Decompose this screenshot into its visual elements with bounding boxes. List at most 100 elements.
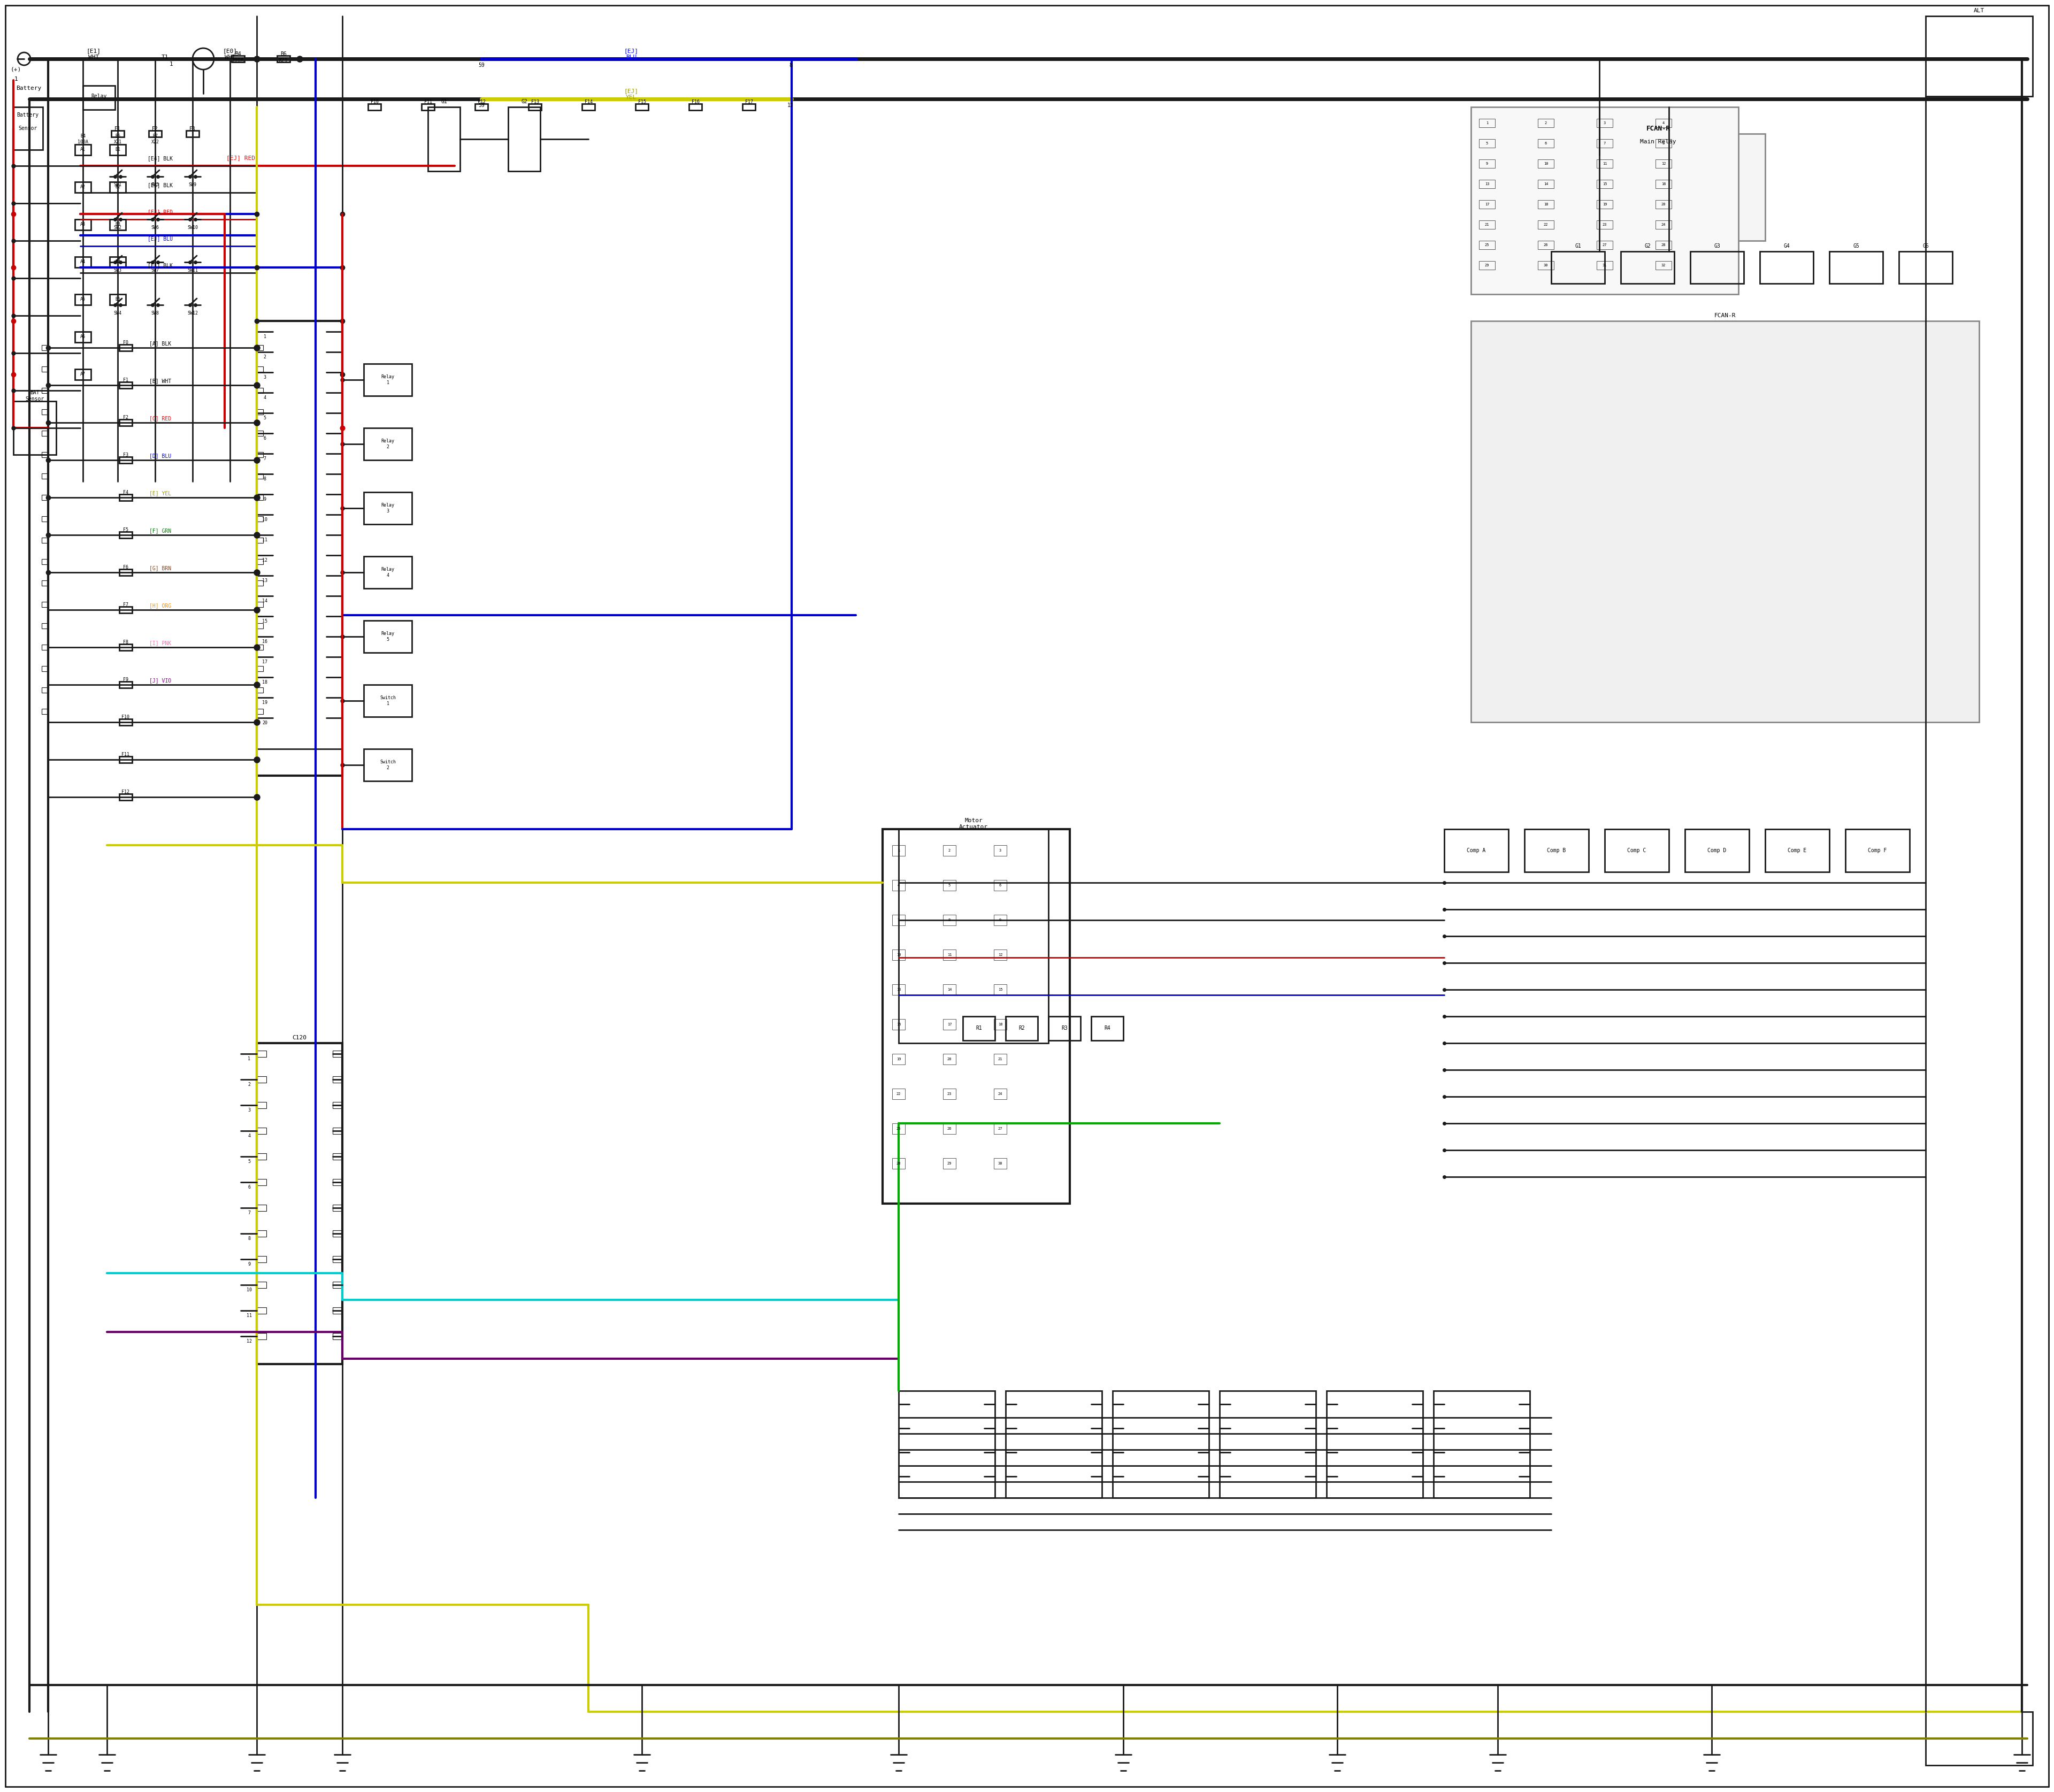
- Text: 17: 17: [263, 659, 267, 665]
- Text: 8: 8: [263, 477, 267, 482]
- Text: G5: G5: [1853, 244, 1859, 249]
- Bar: [74, 181, 90, 192]
- Bar: [507, 108, 540, 172]
- Bar: [41, 581, 47, 586]
- Text: R3: R3: [1062, 1025, 1068, 1030]
- Text: Battery: Battery: [16, 86, 41, 91]
- Bar: [1656, 118, 1672, 127]
- Text: 19: 19: [1602, 202, 1606, 206]
- Bar: [257, 710, 263, 715]
- Bar: [1538, 220, 1555, 229]
- Text: 5: 5: [1485, 142, 1489, 145]
- Bar: [1927, 16, 2033, 97]
- Bar: [891, 1158, 906, 1168]
- Bar: [14, 401, 55, 455]
- Bar: [41, 645, 47, 650]
- Text: Sensor: Sensor: [18, 125, 37, 131]
- Bar: [891, 1020, 906, 1030]
- Bar: [883, 830, 1070, 1204]
- Bar: [1538, 140, 1555, 147]
- Bar: [109, 181, 125, 192]
- Text: 1: 1: [14, 77, 18, 82]
- Bar: [943, 950, 955, 961]
- Bar: [333, 1127, 343, 1134]
- Text: F17: F17: [746, 100, 754, 104]
- Text: F7: F7: [123, 602, 127, 607]
- Bar: [1479, 262, 1495, 269]
- Text: [EJ] BLU: [EJ] BLU: [148, 237, 173, 242]
- Text: FCAN-R: FCAN-R: [1645, 125, 1670, 133]
- Text: F4: F4: [123, 489, 127, 495]
- Bar: [333, 1077, 343, 1082]
- Text: 29: 29: [1485, 263, 1489, 267]
- Bar: [119, 419, 131, 426]
- Bar: [257, 538, 263, 543]
- Bar: [1596, 220, 1612, 229]
- Text: 31: 31: [1602, 263, 1606, 267]
- Text: F16: F16: [692, 100, 698, 104]
- Text: 3: 3: [1604, 122, 1606, 125]
- Text: F5: F5: [123, 527, 127, 532]
- Bar: [1113, 1391, 1210, 1498]
- Bar: [994, 950, 1006, 961]
- Text: Relay: Relay: [90, 93, 107, 99]
- Bar: [257, 645, 263, 650]
- Text: Comp E: Comp E: [1787, 848, 1808, 853]
- Bar: [994, 1158, 1006, 1168]
- Text: 28: 28: [1662, 244, 1666, 247]
- Bar: [943, 914, 955, 925]
- Text: 7: 7: [263, 457, 267, 461]
- Bar: [891, 1054, 906, 1064]
- Bar: [474, 104, 489, 109]
- Bar: [1006, 1391, 1101, 1498]
- Text: 26: 26: [1543, 244, 1549, 247]
- Bar: [257, 1077, 267, 1082]
- Bar: [257, 1231, 267, 1236]
- Bar: [1479, 118, 1495, 127]
- Text: Battery: Battery: [16, 113, 39, 118]
- Text: B6
X21: B6 X21: [113, 134, 121, 145]
- Text: 3: 3: [998, 849, 1002, 853]
- Bar: [333, 1179, 343, 1185]
- Text: 17: 17: [1485, 202, 1489, 206]
- Text: A6: A6: [80, 335, 86, 339]
- Bar: [1656, 201, 1672, 208]
- Text: 4: 4: [1662, 122, 1664, 125]
- Text: T1: T1: [162, 54, 168, 59]
- Bar: [891, 914, 906, 925]
- Text: 5: 5: [949, 883, 951, 887]
- Text: 6: 6: [998, 883, 1002, 887]
- Bar: [1434, 1391, 1530, 1498]
- Text: 1: 1: [249, 1057, 251, 1061]
- Bar: [119, 457, 131, 464]
- Bar: [119, 794, 131, 801]
- Text: Comp A: Comp A: [1467, 848, 1485, 853]
- Bar: [1656, 140, 1672, 147]
- Bar: [900, 1391, 994, 1498]
- Bar: [74, 219, 90, 229]
- Bar: [943, 1088, 955, 1098]
- Text: F13: F13: [530, 100, 538, 104]
- Bar: [257, 581, 263, 586]
- Bar: [109, 145, 125, 156]
- Bar: [257, 1204, 267, 1211]
- Text: WHT: WHT: [224, 54, 236, 59]
- Bar: [257, 667, 263, 672]
- Bar: [41, 667, 47, 672]
- Text: Switch
1: Switch 1: [380, 695, 396, 706]
- Bar: [1471, 108, 1738, 294]
- Text: A1: A1: [80, 147, 86, 152]
- Bar: [109, 294, 125, 305]
- Text: F11: F11: [423, 100, 431, 104]
- Bar: [1596, 179, 1612, 188]
- Bar: [364, 364, 413, 396]
- Bar: [41, 346, 47, 351]
- Text: F9: F9: [123, 677, 127, 683]
- Text: B4
100A: B4 100A: [78, 134, 88, 145]
- Bar: [421, 104, 433, 109]
- Text: F0: F0: [123, 340, 127, 346]
- Text: B2: B2: [115, 185, 121, 190]
- Text: Relay
2: Relay 2: [382, 439, 394, 450]
- Text: 30: 30: [998, 1161, 1002, 1165]
- Bar: [82, 86, 115, 109]
